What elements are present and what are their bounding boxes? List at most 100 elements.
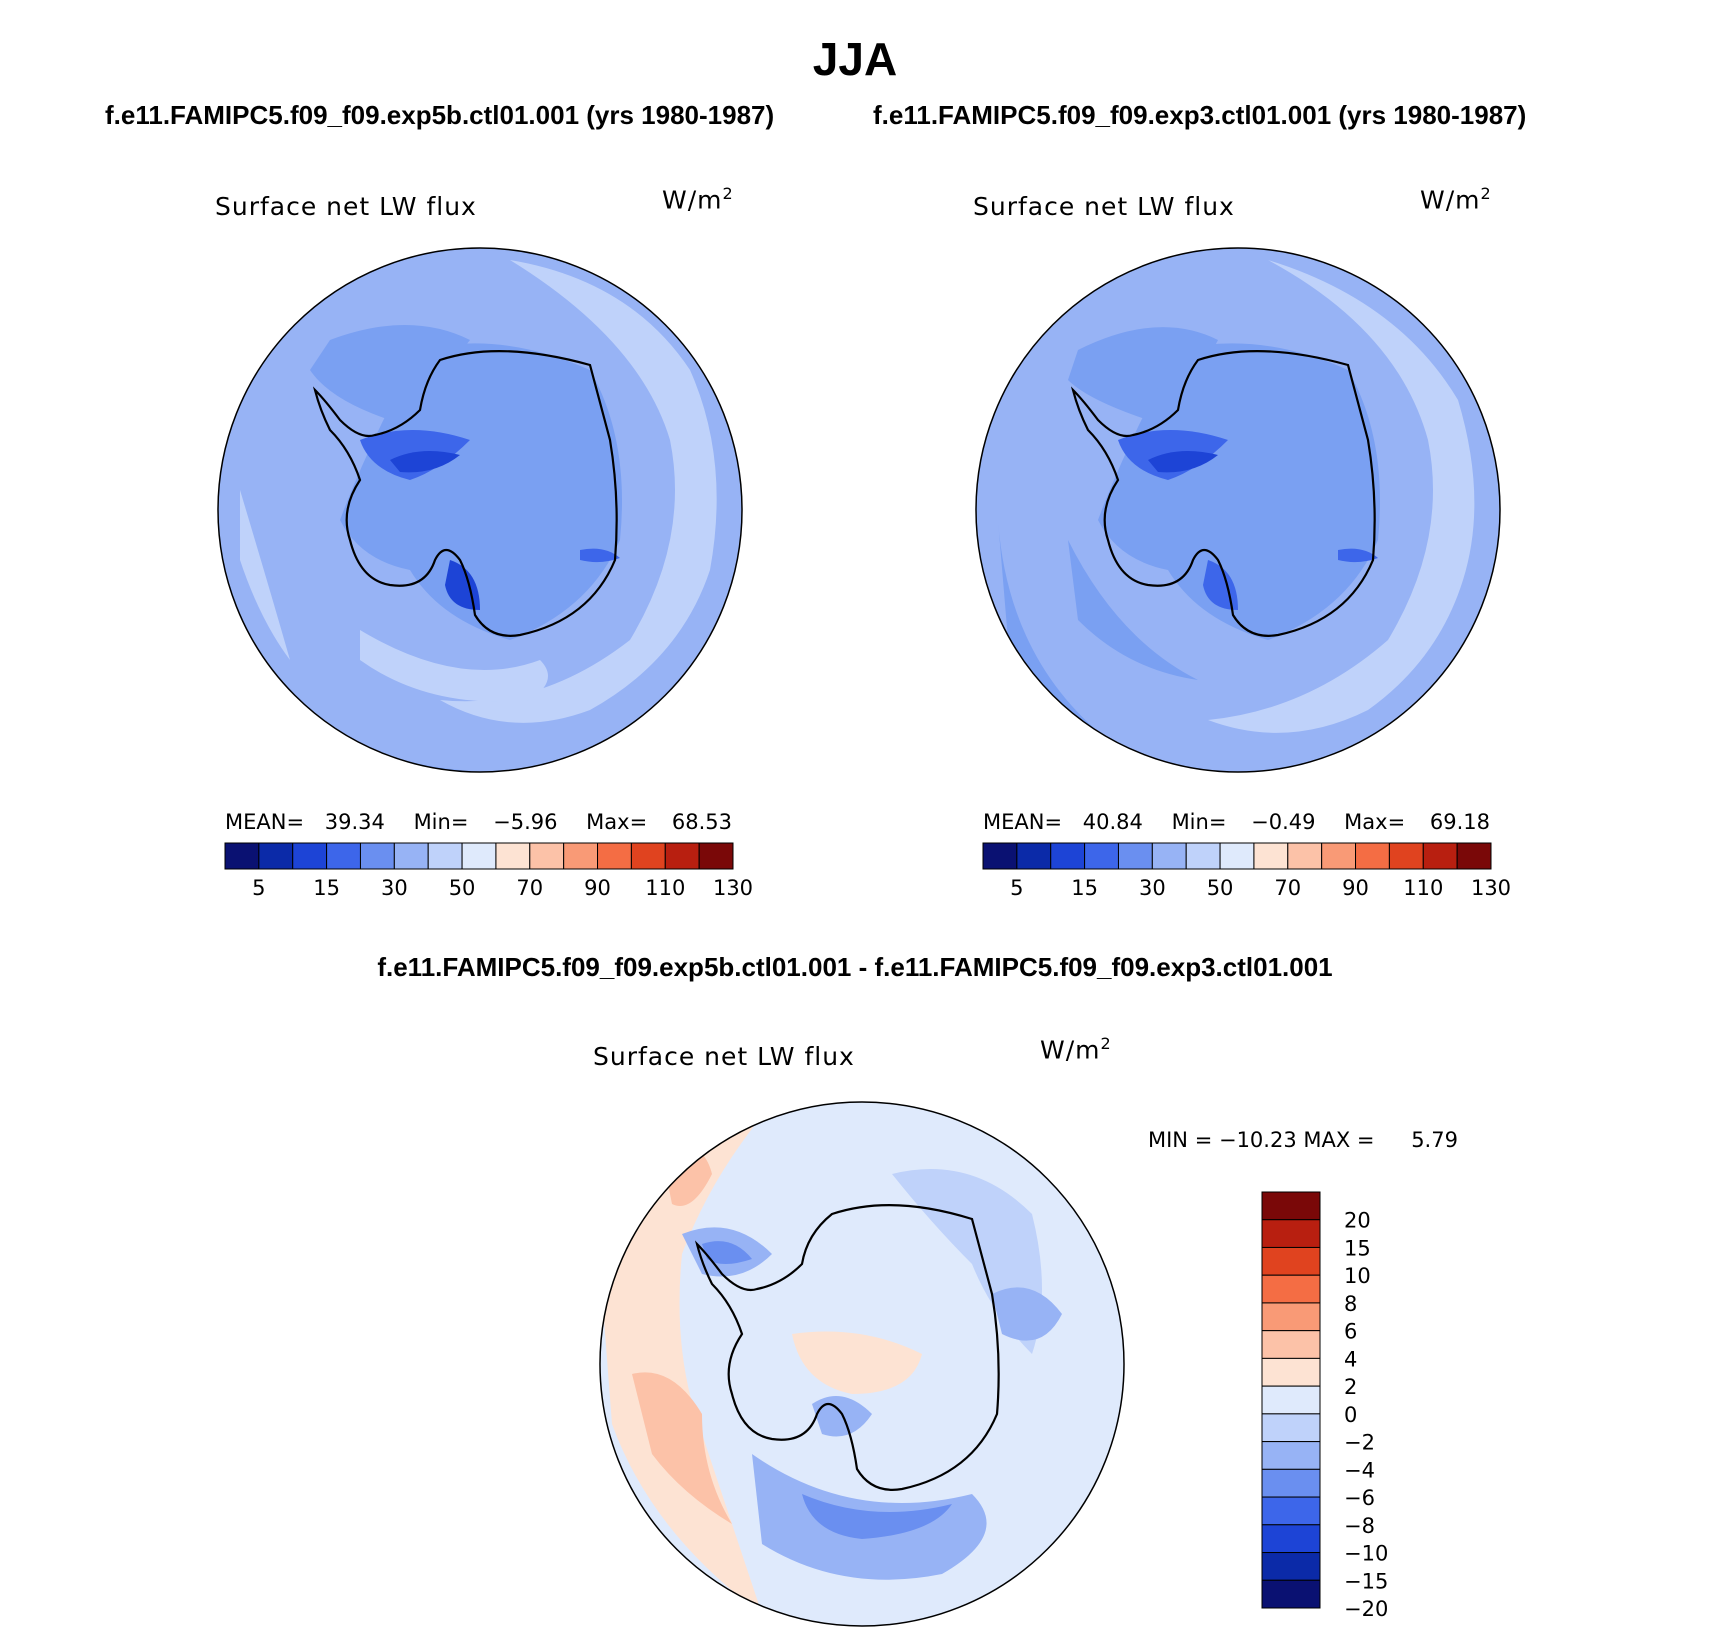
- map-field: [792, 1331, 922, 1394]
- panel1-colorbar: 5 15 30 50 70 90 110 130: [224, 842, 753, 900]
- colorbar-tick-label: 30: [1139, 876, 1166, 900]
- panel3-polar-map: [599, 1101, 1125, 1627]
- colorbar-tick-label: 20: [1344, 1209, 1371, 1233]
- map-boundary: [217, 247, 743, 773]
- colorbar-tick-label: 50: [1207, 876, 1234, 900]
- map-field: [992, 1287, 1062, 1341]
- mean-value: 40.84: [1082, 810, 1143, 834]
- colorbar-swatch: [1050, 842, 1086, 870]
- colorbar-tick-label: −20: [1344, 1597, 1388, 1621]
- panel1-units: W/m2: [662, 184, 734, 215]
- colorbar-swatch: [1261, 1302, 1321, 1332]
- panel2-variable-label: Surface net LW flux: [973, 192, 1235, 221]
- colorbar-tick-label: 8: [1344, 1292, 1357, 1316]
- max-value: 69.18: [1429, 810, 1490, 834]
- colorbar-tick-label: 2: [1344, 1375, 1357, 1399]
- colorbar-swatch: [1261, 1552, 1321, 1581]
- colorbar-swatch: [1355, 842, 1390, 870]
- panel2-units: W/m2: [1420, 184, 1492, 215]
- min-label: Min=: [1171, 810, 1227, 834]
- mean-value: 39.34: [324, 810, 385, 834]
- colorbar-tick-label: −4: [1344, 1458, 1375, 1482]
- map-field: [602, 1104, 772, 1614]
- colorbar-tick-label: 15: [313, 876, 340, 900]
- right-case-title: f.e11.FAMIPC5.f09_f09.exp3.ctl01.001 (yr…: [873, 100, 1527, 130]
- panel1-stats: MEAN= 39.34 Min= −5.96 Max= 68.53: [225, 810, 732, 834]
- season-title: JJA: [812, 33, 898, 85]
- colorbar-swatch: [1261, 1496, 1321, 1526]
- colorbar-swatch: [1219, 842, 1255, 870]
- max-label: Max=: [1344, 810, 1406, 834]
- colorbar-swatch: [427, 842, 463, 870]
- colorbar-tick-label: 90: [1342, 876, 1369, 900]
- map-field: [1338, 548, 1378, 563]
- colorbar-swatch: [1261, 1330, 1321, 1359]
- min-value: −0.49: [1251, 810, 1316, 834]
- colorbar-swatch: [1016, 842, 1052, 870]
- colorbar-swatch: [1084, 842, 1119, 870]
- map-field: [1068, 540, 1198, 680]
- colorbar-swatch: [258, 842, 294, 870]
- map-field: [1208, 260, 1475, 733]
- colorbar-tick-label: −10: [1344, 1542, 1388, 1566]
- colorbar-tick-label: 70: [516, 876, 543, 900]
- colorbar-swatch: [1151, 842, 1187, 870]
- colorbar-swatch: [1261, 1219, 1321, 1248]
- panel3-units: W/m2: [1040, 1034, 1112, 1065]
- colorbar-tick-label: 10: [1344, 1264, 1371, 1288]
- map-boundary: [975, 247, 1501, 773]
- colorbar-swatch: [1261, 1385, 1321, 1415]
- max-label: Max=: [586, 810, 648, 834]
- colorbar-tick-label: 90: [584, 876, 611, 900]
- colorbar-tick-label: 5: [252, 876, 265, 900]
- colorbar-swatch: [1185, 842, 1221, 870]
- colorbar-swatch: [393, 842, 429, 870]
- colorbar-swatch: [359, 842, 395, 870]
- mean-label: MEAN=: [983, 810, 1063, 834]
- map-field: [390, 451, 460, 473]
- colorbar-swatch: [1261, 1274, 1321, 1304]
- max-value: 68.53: [671, 810, 732, 834]
- colorbar-tick-label: −2: [1344, 1431, 1375, 1455]
- colorbar-swatch: [292, 842, 328, 870]
- antarctica-coastline: [312, 350, 618, 637]
- colorbar-tick-label: 30: [381, 876, 408, 900]
- colorbar-tick-label: 50: [449, 876, 476, 900]
- colorbar-tick-label: 110: [1403, 876, 1443, 900]
- colorbar-swatch: [1261, 1413, 1321, 1443]
- min-value: −5.96: [493, 810, 558, 834]
- colorbar-swatch: [982, 842, 1018, 870]
- colorbar-swatch: [1422, 842, 1458, 870]
- map-field: [802, 1494, 952, 1539]
- colorbar-swatch: [1261, 1191, 1321, 1221]
- colorbar-swatch: [495, 842, 531, 870]
- colorbar-swatch: [461, 842, 497, 870]
- colorbar-swatch: [1287, 842, 1323, 870]
- panel3-variable-label: Surface net LW flux: [593, 1042, 855, 1071]
- colorbar-swatch: [1261, 1468, 1321, 1498]
- colorbar-tick-label: 6: [1344, 1320, 1357, 1344]
- left-case-title: f.e11.FAMIPC5.f09_f09.exp5b.ctl01.001 (y…: [105, 100, 775, 130]
- map-field: [1148, 451, 1218, 473]
- colorbar-tick-label: 5: [1010, 876, 1023, 900]
- colorbar-tick-label: 110: [645, 876, 685, 900]
- colorbar-tick-label: 130: [713, 876, 753, 900]
- map-field: [580, 548, 620, 563]
- colorbar-swatch: [1261, 1524, 1321, 1554]
- panel1-variable-label: Surface net LW flux: [215, 192, 477, 221]
- map-field: [702, 1241, 752, 1264]
- colorbar-swatch: [1388, 842, 1424, 870]
- panel1-polar-map: [217, 247, 743, 773]
- colorbar-swatch: [1253, 842, 1289, 870]
- colorbar-swatch: [1261, 1579, 1321, 1609]
- max-value: 5.79: [1411, 1128, 1458, 1152]
- colorbar-tick-label: −6: [1344, 1486, 1375, 1510]
- panel2-polar-map: [975, 247, 1501, 773]
- map-field: [632, 1372, 732, 1524]
- colorbar-tick-label: 4: [1344, 1347, 1357, 1371]
- mean-label: MEAN=: [225, 810, 305, 834]
- panel3-minmax: MIN = −10.23 MAX = 5.79: [1148, 1128, 1458, 1152]
- colorbar-tick-label: 0: [1344, 1403, 1357, 1427]
- minmax-text: MIN = −10.23 MAX =: [1148, 1128, 1375, 1152]
